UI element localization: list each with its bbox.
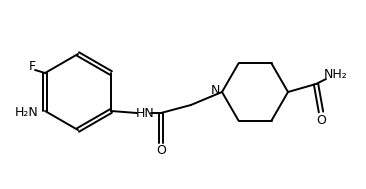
- Text: N: N: [210, 84, 220, 97]
- Text: HN: HN: [135, 106, 154, 119]
- Text: F: F: [29, 60, 36, 74]
- Text: O: O: [156, 143, 166, 156]
- Text: NH₂: NH₂: [324, 67, 348, 81]
- Text: O: O: [316, 115, 326, 128]
- Text: H₂N: H₂N: [15, 106, 39, 119]
